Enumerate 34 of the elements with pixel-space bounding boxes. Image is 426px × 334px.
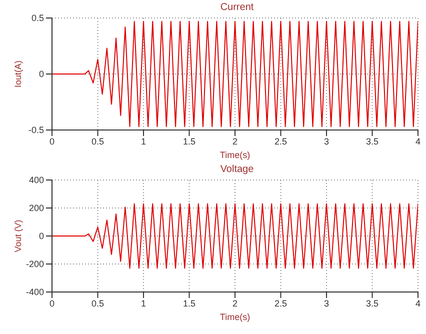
chart-title: Voltage	[219, 164, 255, 176]
x-tick-label: 0.5	[91, 298, 104, 308]
x-tick-label: 1.5	[182, 298, 196, 308]
x-tick-label: 2.5	[274, 136, 288, 146]
y-tick-label: 200	[28, 203, 44, 214]
x-tick-label: 0	[49, 298, 55, 308]
line-series	[52, 203, 418, 269]
x-tick-label: 2	[232, 298, 238, 308]
y-tick-label: -0.5	[28, 125, 44, 136]
y-axis-title: Iout(A)	[13, 60, 24, 88]
x-tick-label: 0.5	[91, 136, 104, 146]
line-series	[52, 20, 418, 128]
x-axis-title: Time(s)	[220, 150, 250, 160]
y-tick-label: 400	[28, 175, 44, 186]
x-tick-label: 2	[232, 136, 238, 146]
x-tick-label: 3.5	[366, 298, 379, 308]
x-tick-label: 1	[140, 136, 146, 146]
chart-title: Current	[219, 2, 255, 14]
y-tick-label: 0	[38, 231, 44, 242]
y-tick-label: -400	[26, 287, 44, 298]
y-tick-label: -200	[26, 259, 44, 270]
x-tick-label: 1.5	[182, 136, 196, 146]
x-tick-label: 4	[415, 136, 421, 146]
x-tick-label: 1	[140, 298, 146, 308]
x-tick-label: 3.5	[366, 136, 379, 146]
y-axis-title: Vout (V)	[13, 220, 24, 252]
y-tick-label: 0	[38, 69, 44, 80]
x-axis-title: Time(s)	[220, 312, 250, 322]
x-tick-label: 3	[324, 298, 330, 308]
y-tick-label: 0.5	[31, 13, 44, 24]
x-tick-label: 0	[49, 136, 55, 146]
x-tick-label: 4	[415, 298, 421, 308]
x-tick-label: 3	[324, 136, 330, 146]
x-tick-label: 2.5	[274, 298, 288, 308]
